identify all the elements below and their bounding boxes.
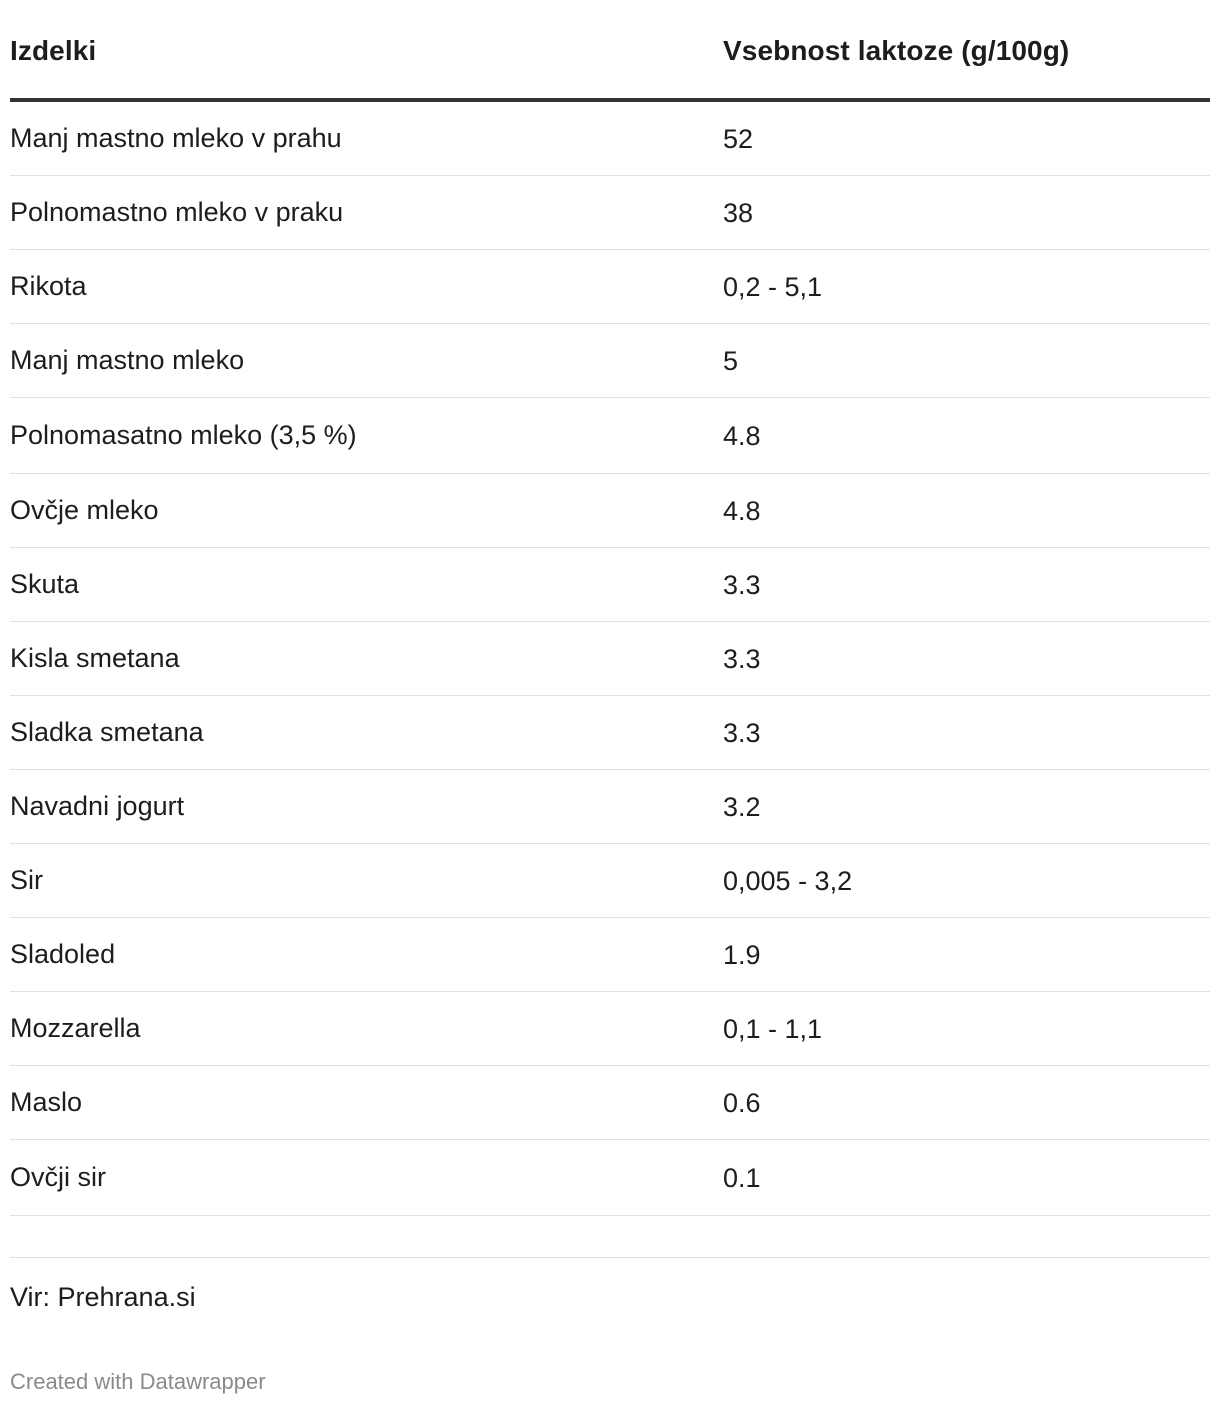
- table-row: Ovčji sir 0.1: [10, 1139, 1210, 1216]
- lactose-value: 52: [723, 124, 754, 154]
- product-name-cell: Ovčji sir: [10, 1139, 723, 1216]
- product-name-cell: Skuta: [10, 547, 723, 622]
- table-row: Navadni jogurt 3.2: [10, 769, 1210, 844]
- lactose-value-cell: 38: [723, 175, 1210, 250]
- product-name-cell: Polnomasatno mleko (3,5 %): [10, 397, 723, 474]
- source-note: Vir: Prehrana.si: [10, 1282, 196, 1312]
- table-row: Polnomastno mleko v praku 38: [10, 175, 1210, 250]
- table-row: Mozzarella 0,1 - 1,1: [10, 991, 1210, 1066]
- lactose-value-cell: 3.3: [723, 547, 1210, 622]
- table-row: Sir 0,005 - 3,2: [10, 843, 1210, 918]
- lactose-value: 0.1: [723, 1163, 761, 1193]
- lactose-value-cell: 0.6: [723, 1065, 1210, 1140]
- lactose-value-cell: 5: [723, 323, 1210, 398]
- table-row: Sladoled 1.9: [10, 917, 1210, 992]
- product-name-cell: Kisla smetana: [10, 621, 723, 696]
- table-body: Manj mastno mleko v prahu 52 Polnomastno m…: [10, 100, 1210, 1216]
- table-row: Rikota 0,2 - 5,1: [10, 249, 1210, 324]
- lactose-table: Izdelki Vsebnost laktoze (g/100g) Manj m…: [10, 0, 1210, 1216]
- table-row: Polnomasatno mleko (3,5 %) 4.8: [10, 397, 1210, 474]
- table-row: Ovčje mleko 4.8: [10, 473, 1210, 548]
- lactose-value-cell: 52: [723, 100, 1210, 176]
- lactose-value-cell: 1.9: [723, 917, 1210, 992]
- table-row: Manj mastno mleko v prahu 52: [10, 100, 1210, 176]
- lactose-value: 0,1 - 1,1: [723, 1014, 823, 1044]
- lactose-value: 3.3: [723, 644, 761, 674]
- lactose-value: 4.8: [723, 496, 761, 526]
- lactose-value-cell: 0,2 - 5,1: [723, 249, 1210, 324]
- lactose-value: 5: [723, 346, 739, 376]
- product-name-cell: Sladoled: [10, 917, 723, 992]
- product-name-cell: Maslo: [10, 1065, 723, 1140]
- lactose-value-cell: 0,005 - 3,2: [723, 843, 1210, 918]
- product-name-cell: Ovčje mleko: [10, 473, 723, 548]
- lactose-value: 0,005 - 3,2: [723, 866, 853, 896]
- lactose-value: 38: [723, 198, 754, 228]
- table-bottom-divider: [10, 1216, 1210, 1258]
- lactose-value-cell: 3.3: [723, 621, 1210, 696]
- column-header-lactose-label: Vsebnost laktoze (g/100g): [723, 35, 1070, 66]
- lactose-value: 1.9: [723, 940, 761, 970]
- lactose-value: 4.8: [723, 421, 761, 451]
- table-row: Skuta 3.3: [10, 547, 1210, 622]
- lactose-value: 3.2: [723, 792, 761, 822]
- table-row: Kisla smetana 3.3: [10, 621, 1210, 696]
- lactose-value-cell: 0.1: [723, 1139, 1210, 1216]
- product-name-cell: Manj mastno mleko: [10, 323, 723, 398]
- datawrapper-table-chart: Izdelki Vsebnost laktoze (g/100g) Manj m…: [10, 0, 1210, 1395]
- product-name-cell: Manj mastno mleko v prahu: [10, 100, 723, 176]
- product-name-cell: Sladka smetana: [10, 695, 723, 770]
- lactose-value-cell: 4.8: [723, 473, 1210, 548]
- lactose-value: 3.3: [723, 570, 761, 600]
- table-row: Maslo 0.6: [10, 1065, 1210, 1140]
- product-name-cell: Mozzarella: [10, 991, 723, 1066]
- product-name-cell: Polnomastno mleko v praku: [10, 175, 723, 250]
- table-row: Manj mastno mleko 5: [10, 323, 1210, 398]
- product-name-cell: Sir: [10, 843, 723, 918]
- table-row: Sladka smetana 3.3: [10, 695, 1210, 770]
- datawrapper-credit[interactable]: Created with Datawrapper: [10, 1369, 266, 1394]
- column-header-products-label: Izdelki: [10, 35, 97, 66]
- lactose-value-cell: 3.3: [723, 695, 1210, 770]
- lactose-value-cell: 3.2: [723, 769, 1210, 844]
- lactose-value: 3.3: [723, 718, 761, 748]
- lactose-value-cell: 4.8: [723, 397, 1210, 474]
- lactose-value-cell: 0,1 - 1,1: [723, 991, 1210, 1066]
- column-header-products[interactable]: Izdelki: [10, 0, 723, 102]
- lactose-value: 0.6: [723, 1088, 761, 1118]
- product-name-cell: Rikota: [10, 249, 723, 324]
- product-name-cell: Navadni jogurt: [10, 769, 723, 844]
- lactose-value: 0,2 - 5,1: [723, 272, 823, 302]
- header-row: Izdelki Vsebnost laktoze (g/100g): [10, 0, 1210, 102]
- column-header-lactose[interactable]: Vsebnost laktoze (g/100g): [723, 0, 1210, 102]
